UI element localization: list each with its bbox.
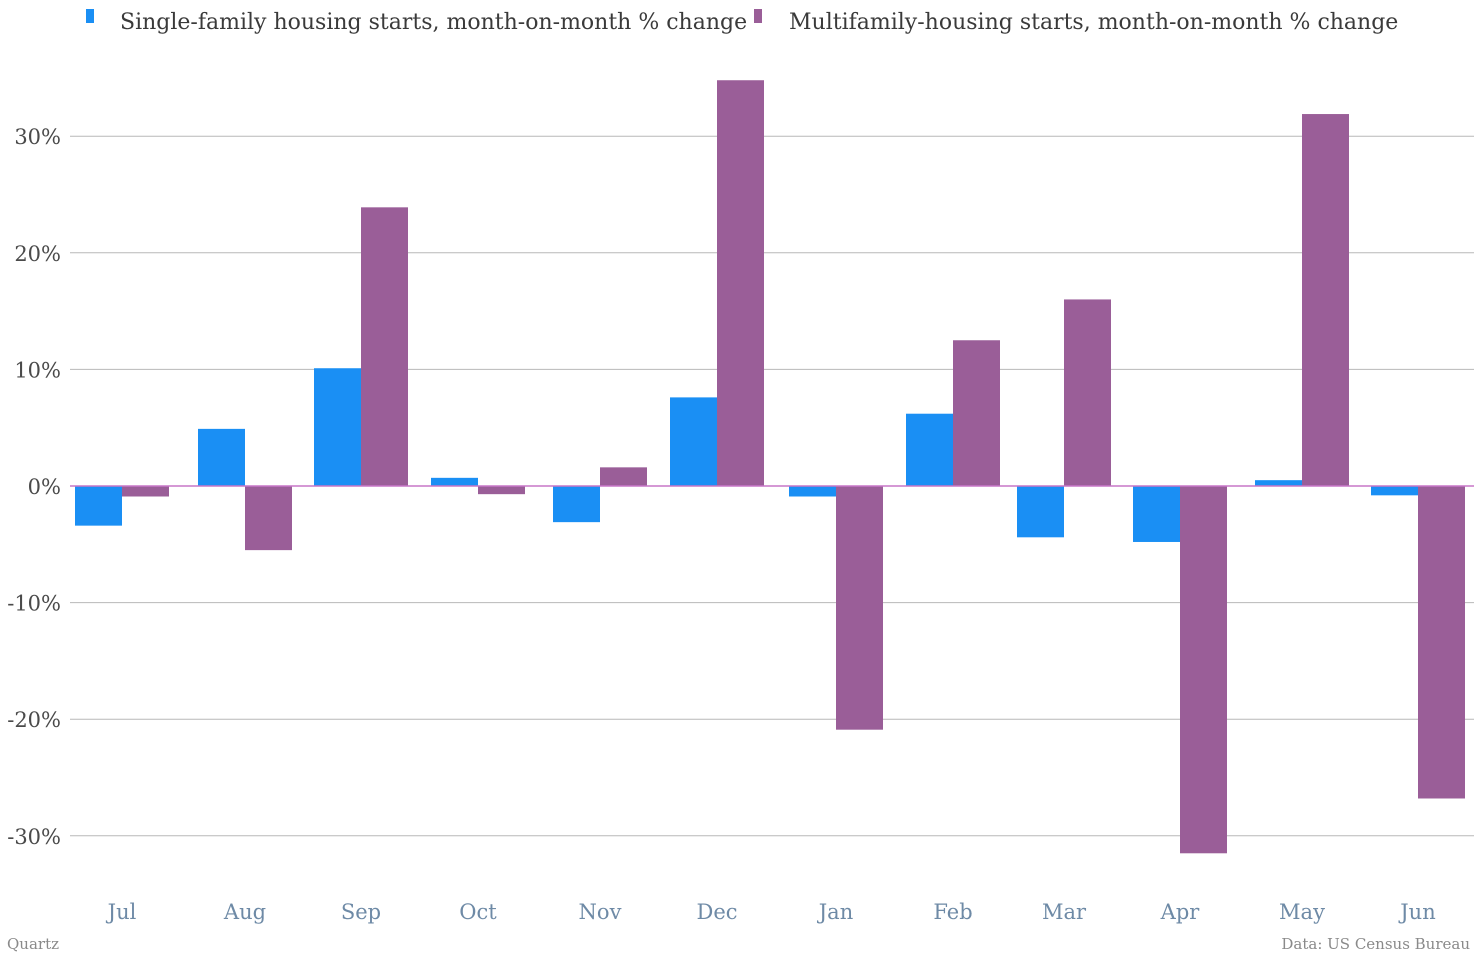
x-tick-label: Apr xyxy=(1160,900,1201,924)
legend-label-1: Single-family housing starts, month-on-m… xyxy=(120,10,747,35)
x-tick-label: Jan xyxy=(817,900,853,924)
bar-single-family-sep xyxy=(314,368,361,486)
bar-multifamily-aug xyxy=(245,486,292,551)
bar-multifamily-jun xyxy=(1418,486,1465,799)
bar-multifamily-mar xyxy=(1064,299,1111,486)
x-tick-label: Nov xyxy=(579,900,622,924)
bar-multifamily-sep xyxy=(361,207,408,487)
y-axis: 30% 20% 10% 0% -10% -20% -30% xyxy=(7,125,61,849)
legend-swatch-2 xyxy=(754,9,762,23)
bar-multifamily-nov xyxy=(600,467,647,486)
bar-single-family-dec xyxy=(670,397,717,486)
bar-single-family-jul xyxy=(75,486,122,526)
bar-single-family-nov xyxy=(553,486,600,523)
legend: Single-family housing starts, month-on-m… xyxy=(86,9,1398,35)
bar-single-family-aug xyxy=(198,428,245,486)
bar-multifamily-feb xyxy=(953,340,1000,486)
bar-single-family-jan xyxy=(789,486,836,497)
y-tick-label: 20% xyxy=(14,242,61,266)
legend-label-2: Multifamily-housing starts, month-on-mon… xyxy=(789,10,1398,35)
legend-swatch-1 xyxy=(86,9,94,23)
y-tick-label: -10% xyxy=(7,592,61,616)
y-tick-label: -20% xyxy=(7,708,61,732)
y-tick-label: 10% xyxy=(14,358,61,382)
x-tick-label: Dec xyxy=(696,900,737,924)
bars xyxy=(75,80,1465,854)
bar-single-family-oct xyxy=(431,477,478,486)
bar-multifamily-dec xyxy=(717,80,764,487)
bar-single-family-apr xyxy=(1133,486,1180,542)
x-tick-label: Aug xyxy=(223,900,266,924)
bar-single-family-may xyxy=(1255,480,1302,486)
grid-lines xyxy=(70,135,1474,837)
footer-source-left: Quartz xyxy=(7,935,59,953)
x-tick-label: Jun xyxy=(1398,900,1435,924)
footer-source-right: Data: US Census Bureau xyxy=(1281,935,1470,953)
bar-multifamily-jan xyxy=(836,486,883,730)
x-tick-label: Jul xyxy=(106,900,137,924)
bar-multifamily-jul xyxy=(122,486,169,497)
x-axis: Jul Aug Sep Oct Nov Dec Jan Feb Mar Apr May Jun xyxy=(106,900,1436,924)
x-tick-label: Sep xyxy=(341,900,381,924)
bar-multifamily-apr xyxy=(1180,486,1227,854)
x-tick-label: May xyxy=(1279,900,1325,924)
x-tick-label: Oct xyxy=(459,900,497,924)
y-tick-label: 0% xyxy=(28,475,61,499)
y-tick-label: 30% xyxy=(14,125,61,149)
y-tick-label: -30% xyxy=(7,825,61,849)
bar-multifamily-oct xyxy=(478,486,525,495)
x-tick-label: Mar xyxy=(1042,900,1087,924)
x-tick-label: Feb xyxy=(933,900,972,924)
bar-single-family-feb xyxy=(906,413,953,486)
bar-multifamily-may xyxy=(1302,114,1349,487)
bar-single-family-jun xyxy=(1371,486,1418,496)
bar-single-family-mar xyxy=(1017,486,1064,538)
